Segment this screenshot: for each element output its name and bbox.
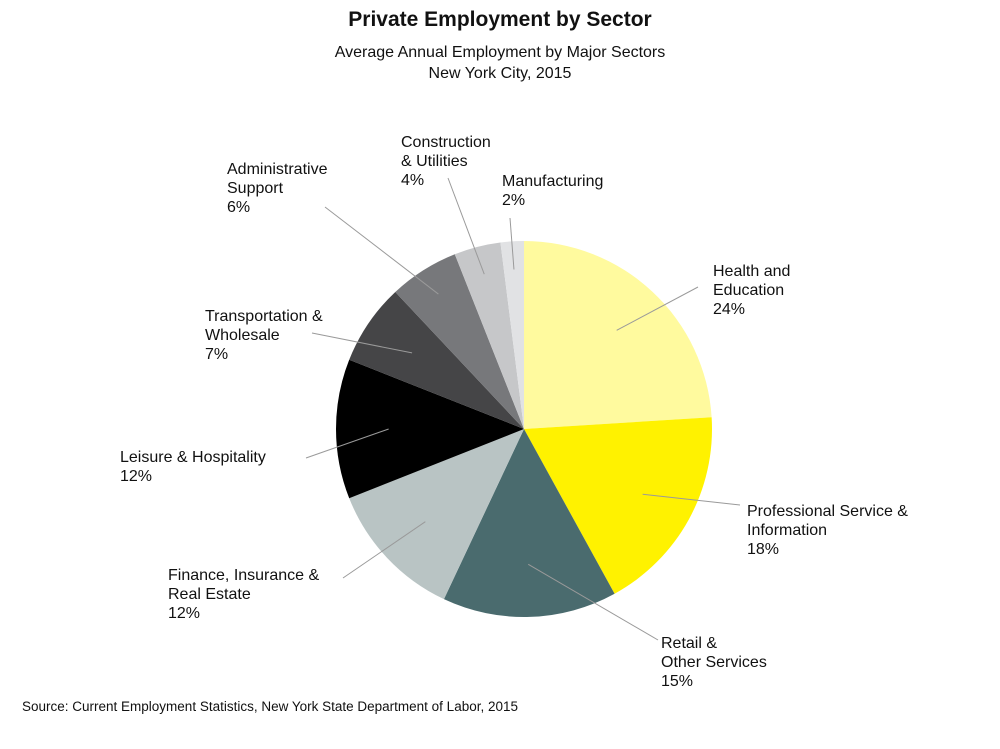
pie-slice-finance <box>349 429 524 600</box>
label-administrative-line-2: Support <box>227 180 284 197</box>
label-professional-service-line-2: Information <box>747 522 828 539</box>
label-retail-line-1: Retail & <box>661 635 718 652</box>
pie-slice-transportation <box>349 291 524 429</box>
label-health-education: Health and Education 24% <box>713 262 790 319</box>
pie-slice-health-education <box>524 241 712 429</box>
leader-line-construction <box>447 177 485 275</box>
chart-subtitle-line-2: New York City, 2015 <box>428 65 572 82</box>
label-finance-value: 12% <box>168 605 201 622</box>
label-construction: Construction & Utilities 4% <box>401 133 491 190</box>
label-leisure-line-1: Leisure & Hospitality <box>120 449 266 466</box>
label-administrative: Administrative Support 6% <box>227 160 327 217</box>
label-retail-value: 15% <box>661 673 694 690</box>
pie-slice-manufacturing <box>500 241 524 429</box>
label-finance-line-2: Real Estate <box>168 586 251 603</box>
label-health-education-line-1: Health and <box>713 263 791 280</box>
label-construction-line-2: & Utilities <box>401 153 468 170</box>
label-administrative-line-1: Administrative <box>227 161 328 178</box>
source-note: Source: Current Employment Statistics, N… <box>22 699 518 714</box>
pie-slice-leisure <box>336 359 524 499</box>
label-manufacturing-line-1: Manufacturing <box>502 173 604 190</box>
label-professional-service-line-1: Professional Service & <box>747 503 908 520</box>
label-health-education-line-2: Education <box>713 282 785 299</box>
label-retail: Retail & Other Services 15% <box>661 634 767 691</box>
label-manufacturing-value: 2% <box>502 192 526 209</box>
label-finance: Finance, Insurance & Real Estate 12% <box>168 566 319 623</box>
leader-line-health-education <box>616 286 699 331</box>
label-leisure-value: 12% <box>120 468 153 485</box>
label-manufacturing: Manufacturing 2% <box>502 172 603 210</box>
chart-title: Private Employment by Sector <box>348 8 652 31</box>
leader-line-professional-service <box>642 493 741 506</box>
label-transportation: Transportation & Wholesale 7% <box>205 307 323 364</box>
leader-line-administrative <box>324 206 439 295</box>
label-construction-line-1: Construction <box>401 134 491 151</box>
leader-line-leisure <box>305 428 389 459</box>
label-health-education-value: 24% <box>713 301 746 318</box>
label-professional-service-value: 18% <box>747 541 780 558</box>
label-finance-line-1: Finance, Insurance & <box>168 567 320 584</box>
label-transportation-line-2: Wholesale <box>205 327 280 344</box>
label-transportation-line-1: Transportation & <box>205 308 323 325</box>
label-professional-service: Professional Service & Information 18% <box>747 502 908 559</box>
pie-slice-retail <box>443 429 615 617</box>
label-retail-line-2: Other Services <box>661 654 767 671</box>
leader-line-manufacturing <box>509 217 515 270</box>
label-administrative-value: 6% <box>227 199 251 216</box>
label-construction-value: 4% <box>401 172 425 189</box>
pie-slice-professional-service <box>524 417 712 594</box>
leader-line-retail <box>527 563 659 641</box>
pie-slice-construction <box>454 242 524 429</box>
leader-line-finance <box>342 521 426 579</box>
leader-line-transportation <box>311 332 413 354</box>
chart-subtitle-line-1: Average Annual Employment by Major Secto… <box>334 44 666 61</box>
label-transportation-value: 7% <box>205 346 229 363</box>
label-leisure: Leisure & Hospitality 12% <box>120 448 266 486</box>
pie-slice-administrative <box>395 254 524 429</box>
